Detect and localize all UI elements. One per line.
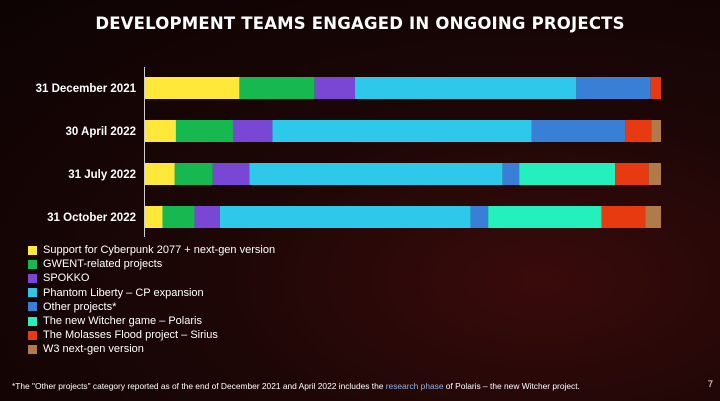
bar-segment — [601, 206, 646, 228]
category-label: 31 December 2021 — [36, 83, 137, 95]
bar-segment — [175, 120, 234, 142]
legend-item: The new Witcher game – Polaris — [28, 314, 275, 328]
legend-swatch — [28, 316, 37, 326]
chart-title: DEVELOPMENT TEAMS ENGAGED IN ONGOING PRO… — [95, 14, 625, 33]
bar-segment — [355, 77, 577, 99]
legend-label: Other projects* — [43, 300, 117, 313]
bar-segment — [233, 120, 273, 142]
bar-segment — [194, 206, 220, 228]
legend-swatch — [28, 302, 37, 312]
bar-segment — [576, 77, 651, 99]
legend-swatch — [28, 273, 37, 283]
bar-segment — [162, 206, 195, 228]
bar-segment — [502, 163, 520, 185]
footnote: *The "Other projects" category reported … — [12, 381, 580, 391]
bar-segment — [145, 206, 163, 228]
bar-segment — [531, 120, 626, 142]
bar-segment — [219, 206, 471, 228]
legend-item: GWENT-related projects — [28, 257, 275, 271]
legend-swatch — [28, 288, 37, 298]
bar-segment — [145, 120, 176, 142]
legend-label: Phantom Liberty – CP expansion — [43, 286, 204, 299]
category-label: 30 April 2022 — [65, 126, 136, 138]
bar-segment — [314, 77, 356, 99]
legend-item: W3 next-gen version — [28, 342, 275, 356]
bar-segment — [174, 163, 213, 185]
bar-segment — [648, 163, 661, 185]
bar-segment — [249, 163, 503, 185]
bar-segment — [212, 163, 250, 185]
bar-segment — [651, 120, 661, 142]
bar-segment — [519, 163, 616, 185]
legend-label: W3 next-gen version — [43, 343, 144, 356]
bar-segment — [239, 77, 315, 99]
legend: Support for Cyberpunk 2077 + next-gen ve… — [28, 243, 275, 357]
legend-label: The Molasses Flood project – Sirius — [43, 329, 218, 342]
legend-label: Support for Cyberpunk 2077 + next-gen ve… — [43, 244, 276, 257]
legend-label: GWENT-related projects — [43, 258, 163, 271]
legend-item: Phantom Liberty – CP expansion — [28, 286, 275, 300]
legend-swatch — [28, 245, 37, 255]
bar-segment — [470, 206, 489, 228]
bar-segment — [615, 163, 649, 185]
stacked-bar-chart: 31 December 2021 30 April 2022 31 July 202… — [36, 67, 661, 237]
bar-segment — [145, 163, 175, 185]
footnote-text-end: of Polaris – the new Witcher project. — [443, 381, 580, 391]
bar-segment — [645, 206, 661, 228]
legend-swatch — [28, 330, 37, 340]
research-phase-link[interactable]: research phase — [385, 381, 444, 391]
category-label: 31 July 2022 — [68, 169, 136, 181]
legend-swatch — [28, 344, 37, 354]
footnote-text-start: *The "Other projects" category reported … — [12, 381, 386, 391]
bar-segment — [145, 77, 240, 99]
legend-swatch — [28, 259, 37, 269]
bar-segment — [272, 120, 532, 142]
legend-item: The Molasses Flood project – Sirius — [28, 328, 275, 342]
page-number: 7 — [707, 379, 713, 390]
legend-item: Other projects* — [28, 300, 275, 314]
legend-label: The new Witcher game – Polaris — [43, 315, 202, 328]
legend-item: Support for Cyberpunk 2077 + next-gen ve… — [28, 243, 275, 257]
legend-item: SPOKKO — [28, 271, 275, 285]
bar-segment — [650, 77, 661, 99]
category-label: 31 October 2022 — [47, 212, 136, 224]
bar-segment — [488, 206, 602, 228]
legend-label: SPOKKO — [43, 272, 90, 285]
bar-segment — [625, 120, 652, 142]
